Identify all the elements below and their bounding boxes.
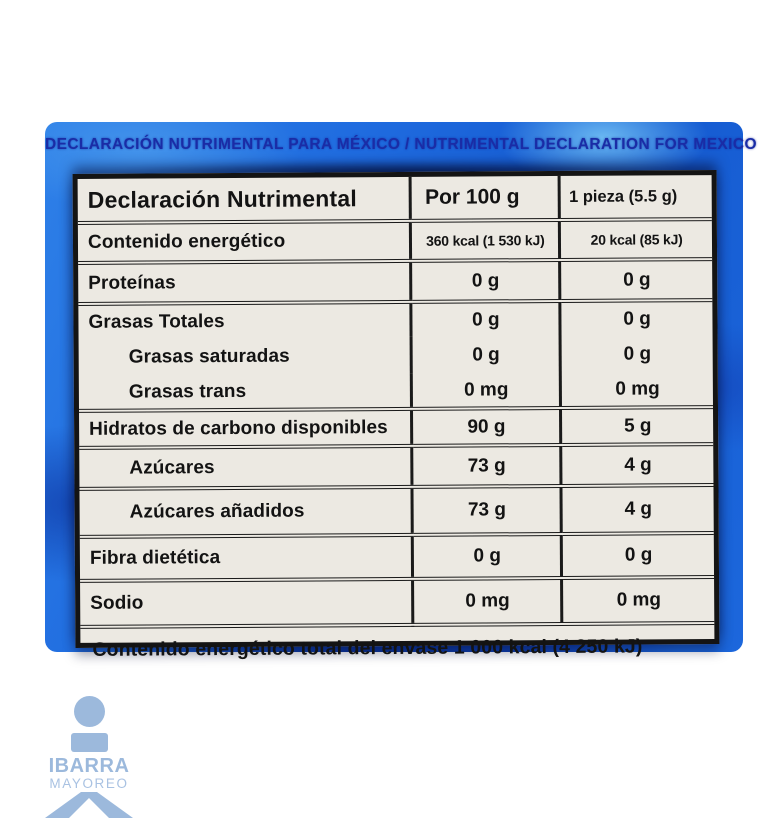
- row-value-per-100g: 360 kcal (1 530 kJ): [410, 219, 560, 261]
- column-header-per-100g: Por 100 g: [410, 175, 560, 221]
- retailer-watermark: IBARRA MAYOREO: [33, 696, 145, 818]
- nutrition-table: Declaración Nutrimental Por 100 g 1 piez…: [77, 175, 715, 671]
- row-value-per-100g: 73 g: [412, 444, 562, 487]
- column-header-per-piece: 1 pieza (5.5 g): [559, 175, 712, 220]
- row-label: Azúcares añadidos: [79, 486, 413, 537]
- table-title: Declaración Nutrimental: [87, 184, 357, 213]
- row-value-per-100g: 0 g: [411, 335, 561, 374]
- row-value-per-piece: 0 g: [561, 533, 715, 578]
- total-energy-text: Contenido energético total del envase 1 …: [80, 623, 715, 671]
- row-label: Grasas saturadas: [128, 345, 290, 368]
- row-label: Proteínas: [78, 260, 412, 304]
- watermark-subtitle-text: MAYOREO: [49, 776, 129, 791]
- table-row-added-sugars: Azúcares añadidos 73 g 4 g: [79, 485, 714, 537]
- row-value-per-piece: 4 g: [561, 444, 714, 486]
- row-value-per-piece: 0 g: [559, 259, 713, 301]
- nutrition-label-panel: Declaración Nutrimental Por 100 g 1 piez…: [72, 170, 720, 671]
- table-row-energy: Contenido energético 360 kcal (1 530 kJ)…: [77, 219, 713, 263]
- candy-bag-photo: DECLARACIÓN NUTRIMENTAL PARA MÉXICO / NU…: [45, 122, 757, 671]
- row-label: Grasas Totales: [78, 301, 412, 339]
- row-value-per-100g: 0 mg: [412, 577, 563, 625]
- table-header-row: Declaración Nutrimental Por 100 g 1 piez…: [78, 175, 712, 223]
- row-label: Sodio: [80, 578, 414, 627]
- watermark-person-legs-icon: [45, 791, 133, 818]
- row-label: Azúcares: [79, 445, 413, 489]
- bag-banner-text: DECLARACIÓN NUTRIMENTAL PARA MÉXICO / NU…: [45, 136, 757, 153]
- row-value-per-piece: 4 g: [561, 485, 714, 534]
- row-value-per-100g: 90 g: [411, 407, 562, 446]
- table-row-sodium: Sodio 0 mg 0 mg: [80, 577, 715, 627]
- table-row-saturated-fat: Grasas saturadas 0 g 0 g: [79, 335, 713, 376]
- watermark-person-torso-icon: [70, 733, 108, 752]
- row-value-per-100g: 0 g: [412, 533, 562, 579]
- table-row-carbohydrates: Hidratos de carbono disponibles 90 g 5 g: [79, 407, 714, 448]
- row-value-per-piece: 0 g: [560, 335, 713, 373]
- row-value-per-piece: 0 g: [560, 300, 713, 336]
- table-row-trans-fat: Grasas trans 0 mg 0 mg: [79, 372, 713, 411]
- table-row-total-fat: Grasas Totales 0 g 0 g: [78, 300, 713, 339]
- row-value-per-100g: 0 g: [411, 300, 561, 337]
- row-label: Hidratos de carbono disponibles: [79, 408, 413, 448]
- row-value-per-100g: 0 g: [410, 259, 561, 302]
- table-row-fiber: Fibra dietética 0 g 0 g: [79, 533, 715, 581]
- row-value-per-piece: 0 mg: [560, 372, 713, 408]
- row-value-per-piece: 20 kcal (85 kJ): [559, 219, 713, 260]
- row-label: Grasas trans: [128, 380, 247, 403]
- table-row-sugars: Azúcares 73 g 4 g: [79, 444, 714, 489]
- row-value-per-100g: 73 g: [412, 485, 562, 535]
- row-label: Contenido energético: [77, 220, 411, 263]
- row-value-per-piece: 0 mg: [561, 577, 715, 624]
- row-value-per-100g: 0 mg: [411, 372, 561, 409]
- table-footer-row: Contenido energético total del envase 1 …: [80, 623, 715, 671]
- watermark-brand-text: IBARRA: [48, 755, 130, 777]
- row-label: Fibra dietética: [79, 534, 413, 581]
- row-value-per-piece: 5 g: [560, 407, 714, 445]
- watermark-person-head-icon: [73, 696, 105, 727]
- table-row-protein: Proteínas 0 g 0 g: [78, 259, 713, 304]
